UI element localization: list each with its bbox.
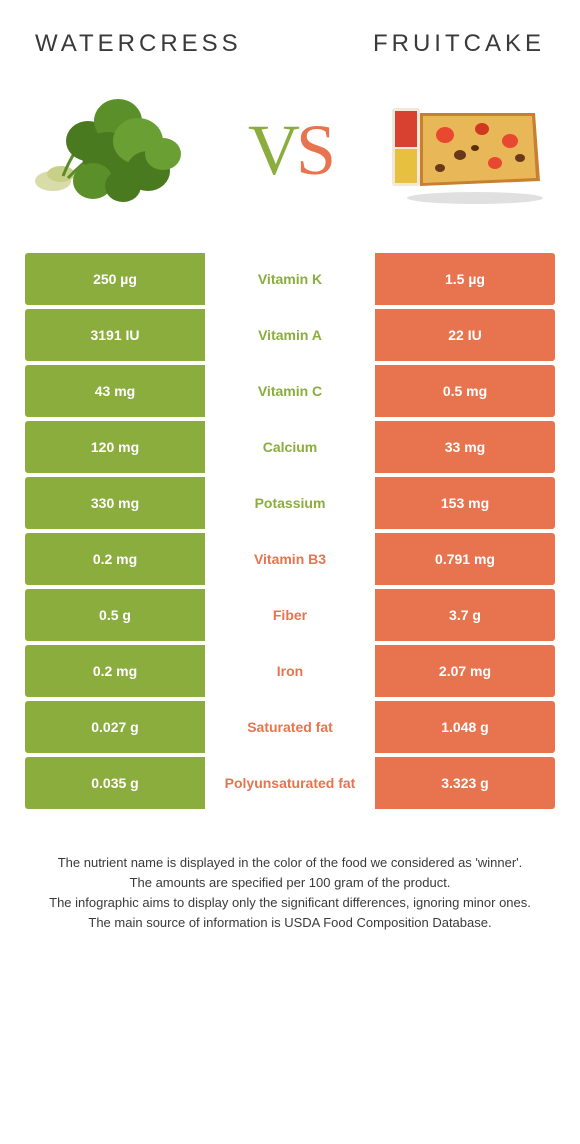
- hero-row: VS: [25, 83, 555, 218]
- table-row: 0.027 gSaturated fat1.048 g: [25, 701, 555, 753]
- cell-nutrient-name: Fiber: [205, 589, 375, 641]
- footer-line-4: The main source of information is USDA F…: [40, 914, 540, 933]
- header-title-left: WATERCRESS: [35, 30, 242, 58]
- vs-s: S: [296, 110, 332, 190]
- cell-left-value: 3191 IU: [25, 309, 205, 361]
- nutrient-table: 250 µgVitamin K1.5 µg3191 IUVitamin A22 …: [25, 253, 555, 809]
- cell-left-value: 250 µg: [25, 253, 205, 305]
- cell-nutrient-name: Vitamin B3: [205, 533, 375, 585]
- footer-line-3: The infographic aims to display only the…: [40, 894, 540, 913]
- infographic-container: WATERCRESS FRUITCAKE VS: [0, 0, 580, 953]
- cell-right-value: 33 mg: [375, 421, 555, 473]
- cell-right-value: 0.791 mg: [375, 533, 555, 585]
- cell-nutrient-name: Vitamin A: [205, 309, 375, 361]
- cell-nutrient-name: Vitamin K: [205, 253, 375, 305]
- table-row: 120 mgCalcium33 mg: [25, 421, 555, 473]
- fruitcake-image: [385, 83, 550, 218]
- footer-line-1: The nutrient name is displayed in the co…: [40, 854, 540, 873]
- cell-right-value: 22 IU: [375, 309, 555, 361]
- cell-nutrient-name: Iron: [205, 645, 375, 697]
- cell-nutrient-name: Polyunsaturated fat: [205, 757, 375, 809]
- footer-line-2: The amounts are specified per 100 gram o…: [40, 874, 540, 893]
- cell-left-value: 0.035 g: [25, 757, 205, 809]
- cell-left-value: 120 mg: [25, 421, 205, 473]
- cell-left-value: 0.5 g: [25, 589, 205, 641]
- cell-right-value: 1.5 µg: [375, 253, 555, 305]
- cell-left-value: 0.2 mg: [25, 645, 205, 697]
- table-row: 0.2 mgIron2.07 mg: [25, 645, 555, 697]
- cell-right-value: 2.07 mg: [375, 645, 555, 697]
- header: WATERCRESS FRUITCAKE: [25, 30, 555, 58]
- cell-left-value: 0.027 g: [25, 701, 205, 753]
- cell-nutrient-name: Potassium: [205, 477, 375, 529]
- table-row: 330 mgPotassium153 mg: [25, 477, 555, 529]
- table-row: 0.2 mgVitamin B30.791 mg: [25, 533, 555, 585]
- table-row: 3191 IUVitamin A22 IU: [25, 309, 555, 361]
- cell-right-value: 3.7 g: [375, 589, 555, 641]
- cell-right-value: 153 mg: [375, 477, 555, 529]
- table-row: 43 mgVitamin C0.5 mg: [25, 365, 555, 417]
- cell-right-value: 0.5 mg: [375, 365, 555, 417]
- cell-nutrient-name: Saturated fat: [205, 701, 375, 753]
- table-row: 0.5 gFiber3.7 g: [25, 589, 555, 641]
- watercress-image: [30, 83, 195, 218]
- vs-label: VS: [248, 109, 332, 192]
- cell-left-value: 0.2 mg: [25, 533, 205, 585]
- table-row: 250 µgVitamin K1.5 µg: [25, 253, 555, 305]
- cell-nutrient-name: Calcium: [205, 421, 375, 473]
- cell-left-value: 43 mg: [25, 365, 205, 417]
- vs-v: V: [248, 110, 296, 190]
- footer-notes: The nutrient name is displayed in the co…: [25, 854, 555, 932]
- table-row: 0.035 gPolyunsaturated fat3.323 g: [25, 757, 555, 809]
- cell-left-value: 330 mg: [25, 477, 205, 529]
- cell-right-value: 3.323 g: [375, 757, 555, 809]
- cell-right-value: 1.048 g: [375, 701, 555, 753]
- cell-nutrient-name: Vitamin C: [205, 365, 375, 417]
- header-title-right: FRUITCAKE: [373, 30, 545, 58]
